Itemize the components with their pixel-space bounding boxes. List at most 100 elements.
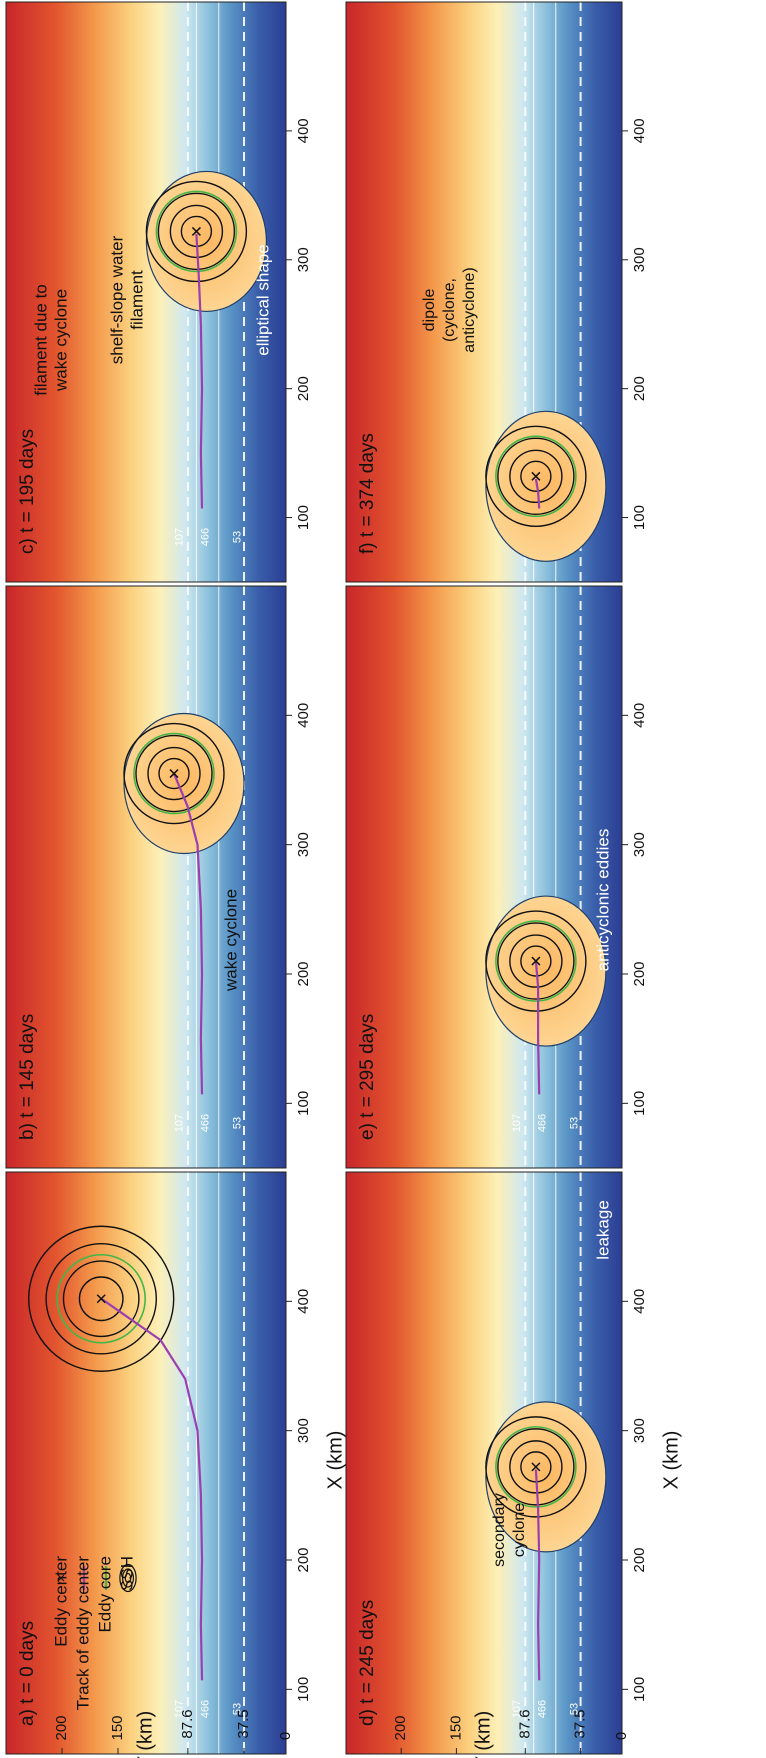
ssh-contour	[520, 460, 552, 493]
panel-label: d) t = 245 days	[357, 1600, 378, 1726]
x-tick-label: 400	[295, 1289, 312, 1314]
y-tick-label: 87.6	[179, 1709, 196, 1738]
eddy-center-marker	[531, 1462, 541, 1472]
ssh-contour	[485, 425, 587, 528]
panel-frame	[345, 1171, 623, 1755]
isobath-label: 53	[232, 1117, 244, 1129]
panel-frame	[5, 1171, 287, 1755]
panel-a: 107 466 53 a) t = 0 days	[5, 1171, 287, 1755]
x-tick-label: 300	[631, 832, 648, 857]
x-tick-label: 300	[295, 1418, 312, 1443]
eddy-core-contour	[155, 190, 238, 273]
eddy-core-contour	[133, 732, 215, 815]
panel-label: b) t = 145 days	[17, 1014, 38, 1140]
isobath-label: 53	[568, 1703, 580, 1715]
ssh-contour	[145, 180, 248, 283]
legend-swatch-ssh	[119, 1563, 137, 1593]
x-tick-label: 100	[295, 505, 312, 530]
ssh-contour	[27, 1225, 175, 1372]
ssh-contour	[135, 734, 213, 813]
x-tick-label: 100	[631, 1091, 648, 1116]
eddy-track-line	[534, 961, 541, 1095]
y-axis-label: Y (km)	[472, 1711, 494, 1758]
ssh-contour	[158, 757, 190, 790]
isobath-label: 53	[568, 1117, 580, 1129]
eddy-core-contour	[56, 1253, 146, 1344]
legend-marker-eddy-center: ×	[53, 1574, 70, 1583]
ssh-contour	[497, 437, 575, 516]
legend: ×Eddy center Track of eddy center Eddy cor…	[51, 1556, 137, 1711]
eddy-warm-water	[485, 895, 607, 1047]
x-tick-label: 300	[631, 247, 648, 272]
ssh-field-background	[6, 1172, 286, 1754]
eddy-center-marker	[191, 226, 201, 236]
isobath-label: 53	[232, 531, 244, 543]
annotation-filament: wake cyclone	[51, 289, 70, 392]
ssh-contour	[497, 922, 575, 1000]
x-tick-label: 300	[295, 247, 312, 272]
x-tick-label: 300	[295, 832, 312, 857]
ssh-contour	[497, 1428, 575, 1506]
x-tick-label: 200	[295, 1547, 312, 1572]
x-tick-label: 400	[631, 703, 648, 728]
legend-label-ssh: SSH	[117, 1556, 136, 1591]
x-tick-label: 100	[631, 505, 648, 530]
x-tick-label: 100	[295, 1677, 312, 1702]
isobath-label: 107	[174, 1114, 186, 1132]
eddy-center-marker	[96, 1294, 106, 1304]
panel-frame	[345, 1, 623, 583]
ssh-field-background	[6, 586, 286, 1168]
x-tick-label: 200	[631, 961, 648, 986]
isobath-label: 107	[174, 1700, 186, 1718]
annotation-shelf-slope: shelf-slope water	[107, 235, 126, 364]
panel-d: 107 466 53 d) t = 245 days	[345, 1171, 623, 1755]
ssh-contour	[169, 204, 224, 259]
x-axis-label: X (km)	[660, 1431, 682, 1490]
y-tick-label: 200	[53, 1715, 70, 1740]
x-tick-label: 200	[295, 961, 312, 986]
x-tick-label: 400	[295, 118, 312, 143]
isobath-label: 466	[199, 1700, 211, 1718]
isobath-label: 466	[536, 1114, 548, 1132]
annotation-dipole: dipole	[421, 289, 438, 332]
ssh-contour	[520, 945, 552, 977]
annotation-anticyclonic-eddies: anticyclonic eddies	[593, 829, 612, 972]
panel-label: f) t = 374 days	[357, 433, 378, 554]
legend-swatch-ssh	[124, 1572, 132, 1584]
eddy-track-line	[195, 233, 204, 509]
ssh-contour	[157, 192, 236, 271]
y-axis-label: Y (km)	[134, 1711, 156, 1758]
x-tick-label: 400	[295, 703, 312, 728]
x-tick-label: 400	[631, 118, 648, 143]
eddy-track-line	[534, 1469, 541, 1681]
x-axis-label: X (km)	[324, 1431, 346, 1490]
isobath-label: 466	[536, 1700, 548, 1718]
ssh-field-background	[346, 586, 622, 1168]
panel-frame	[345, 585, 623, 1169]
eddy-core-contour	[495, 435, 577, 518]
isobath-label: 466	[199, 1114, 211, 1132]
annotation-secondary-cyclone: secondary	[491, 1493, 508, 1567]
y-tick-label: 150	[109, 1715, 126, 1740]
eddy-track-line	[534, 478, 541, 509]
isobath-label: 466	[199, 528, 211, 546]
legend-label-track: Track of eddy center	[73, 1556, 92, 1711]
panel-label: e) t = 295 days	[357, 1014, 378, 1140]
isobath-label: 53	[232, 1703, 244, 1715]
x-tick-label: 300	[631, 1418, 648, 1443]
eddy-warm-water	[123, 712, 245, 855]
panel-b: 107 466 53 b) t = 145 days	[5, 585, 287, 1169]
y-tick-label: 150	[447, 1715, 464, 1740]
panel-c: 107 466 53 c) t = 195 days	[5, 1, 287, 583]
x-tick-label: 200	[295, 376, 312, 401]
eddy-warm-water	[485, 1401, 607, 1553]
eddy-center-marker	[531, 471, 541, 481]
annotation-filament: filament due to	[31, 284, 50, 396]
x-tick-label: 100	[631, 1677, 648, 1702]
y-tick-label: 37.5	[572, 1709, 589, 1738]
eddy-track-line	[100, 1297, 204, 1681]
eddy-core-contour	[495, 1426, 577, 1508]
ssh-contour	[485, 1416, 587, 1518]
ssh-contour	[78, 1276, 124, 1322]
